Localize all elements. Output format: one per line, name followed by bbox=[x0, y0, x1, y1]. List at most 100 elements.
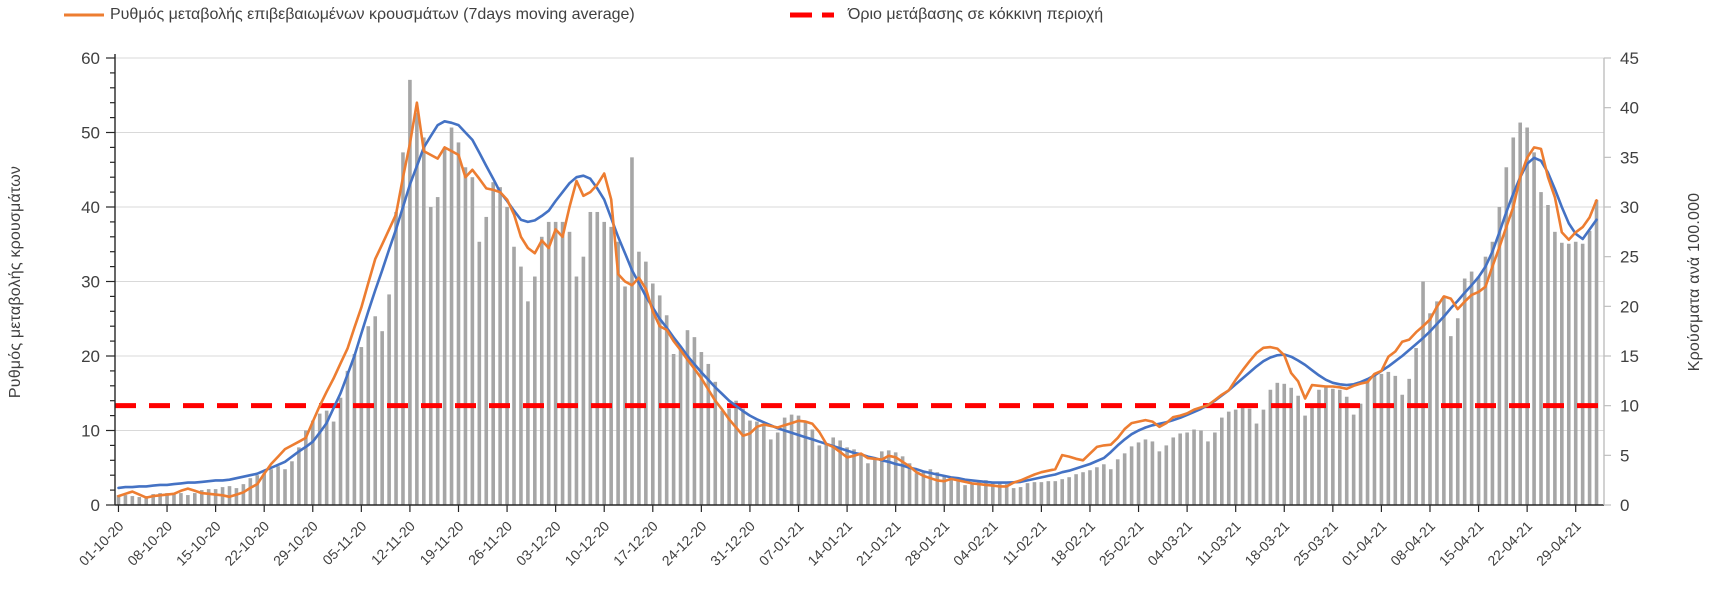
bar bbox=[1025, 483, 1030, 505]
bar bbox=[519, 266, 523, 505]
x-axis-tick-label: 24-12-20 bbox=[659, 518, 710, 569]
x-axis-tick-label: 28-01-21 bbox=[901, 518, 952, 569]
bar bbox=[1351, 414, 1356, 505]
x-axis-tick-label: 25-03-21 bbox=[1290, 518, 1341, 569]
bar bbox=[290, 461, 294, 505]
x-axis-tick-label: 22-10-20 bbox=[221, 518, 272, 569]
bar bbox=[1560, 242, 1564, 505]
bar bbox=[650, 283, 655, 505]
bar bbox=[630, 157, 634, 505]
bar bbox=[685, 330, 690, 505]
bar bbox=[796, 415, 801, 505]
bar bbox=[949, 477, 953, 505]
x-axis-tick-label: 08-10-20 bbox=[124, 518, 175, 569]
bar bbox=[852, 449, 856, 505]
bar bbox=[310, 420, 315, 505]
bar bbox=[886, 450, 891, 505]
x-axis-tick-label: 15-04-21 bbox=[1436, 518, 1487, 569]
x-axis-ticks: 01-10-2008-10-2015-10-2022-10-2029-10-20… bbox=[76, 505, 1584, 569]
right-axis-tick-label: 30 bbox=[1620, 198, 1639, 217]
bar bbox=[866, 463, 870, 505]
x-axis-tick-label: 15-10-20 bbox=[173, 518, 224, 569]
bar bbox=[727, 408, 731, 505]
bar bbox=[1220, 417, 1224, 505]
bar bbox=[463, 167, 468, 505]
bar bbox=[179, 493, 183, 505]
bar bbox=[942, 475, 947, 505]
bar bbox=[644, 261, 648, 505]
bar bbox=[1018, 487, 1023, 505]
bar bbox=[609, 226, 613, 505]
bar bbox=[581, 256, 586, 505]
right-axis-tick-label: 10 bbox=[1620, 397, 1639, 416]
bar bbox=[470, 177, 475, 505]
legend-item-moving-average: Ρυθμός μεταβολής επιβεβαιωμένων κρουσμάτ… bbox=[64, 6, 635, 24]
x-axis-tick-label: 11-03-21 bbox=[1194, 518, 1244, 568]
bar bbox=[956, 480, 960, 505]
bar bbox=[623, 286, 627, 505]
bars-group bbox=[116, 79, 1599, 506]
bar bbox=[914, 473, 919, 505]
bar bbox=[477, 241, 482, 505]
bar bbox=[1150, 441, 1155, 505]
bar bbox=[491, 182, 495, 506]
red-dashed-swatch bbox=[790, 12, 842, 18]
bar bbox=[1240, 406, 1245, 505]
bar bbox=[1296, 395, 1300, 505]
bar bbox=[276, 466, 280, 505]
right-axis-tick-label: 35 bbox=[1620, 148, 1639, 167]
bar bbox=[1442, 296, 1446, 505]
legend-item-threshold: Όριο μετάβασης σε κόκκινη περιοχή bbox=[790, 6, 1103, 24]
bar bbox=[657, 295, 662, 505]
left-axis-tick-label: 20 bbox=[81, 347, 100, 366]
bar bbox=[366, 326, 371, 505]
bar bbox=[859, 453, 863, 505]
x-axis-tick-label: 18-02-21 bbox=[1047, 518, 1098, 569]
bar bbox=[1282, 383, 1287, 505]
bar bbox=[1289, 387, 1293, 505]
right-axis-ticks: 0 5 10 15 20 25 30 35 40 45 bbox=[1604, 49, 1639, 515]
bar bbox=[1108, 469, 1113, 505]
bar bbox=[241, 484, 246, 505]
bar bbox=[324, 410, 329, 505]
bar bbox=[1386, 371, 1391, 505]
x-axis-tick-label: 01-04-21 bbox=[1339, 518, 1390, 569]
left-axis-ticks: 0 10 20 30 40 50 60 bbox=[81, 49, 115, 515]
bar bbox=[1102, 464, 1106, 505]
x-axis-tick-label: 29-10-20 bbox=[270, 518, 321, 569]
bar bbox=[1039, 482, 1044, 505]
bar bbox=[442, 147, 447, 505]
bar bbox=[1594, 200, 1599, 506]
x-axis-tick-label: 21-01-21 bbox=[853, 518, 904, 569]
bar bbox=[1157, 451, 1162, 505]
x-axis-tick-label: 26-11-20 bbox=[465, 518, 515, 568]
right-axis-tick-label: 40 bbox=[1620, 99, 1639, 118]
bar bbox=[1185, 432, 1189, 505]
bar bbox=[1573, 241, 1578, 505]
bar bbox=[1143, 439, 1148, 505]
x-axis-tick-label: 18-03-21 bbox=[1241, 518, 1292, 569]
bar bbox=[533, 276, 537, 505]
bar bbox=[1337, 389, 1342, 505]
bar bbox=[1067, 477, 1071, 505]
bar bbox=[553, 221, 558, 505]
bar bbox=[741, 408, 745, 505]
right-axis-title: Κρούσματα ανά 100.000 bbox=[1686, 192, 1703, 372]
orange-line-swatch bbox=[64, 13, 104, 17]
bar bbox=[574, 276, 579, 505]
x-axis-tick-label: 12-11-20 bbox=[368, 518, 418, 568]
bar bbox=[838, 440, 842, 505]
right-axis-tick-label: 5 bbox=[1620, 446, 1629, 465]
bar bbox=[1358, 403, 1363, 505]
bar bbox=[116, 495, 121, 505]
bar bbox=[1129, 446, 1134, 505]
bar bbox=[1164, 445, 1169, 505]
bar bbox=[1324, 386, 1328, 505]
bar bbox=[921, 472, 926, 505]
bar bbox=[720, 410, 724, 505]
bar bbox=[304, 430, 308, 505]
bar bbox=[297, 447, 301, 505]
bar bbox=[1053, 481, 1058, 505]
legend-label-moving-average: Ρυθμός μεταβολής επιβεβαιωμένων κρουσμάτ… bbox=[110, 6, 635, 23]
